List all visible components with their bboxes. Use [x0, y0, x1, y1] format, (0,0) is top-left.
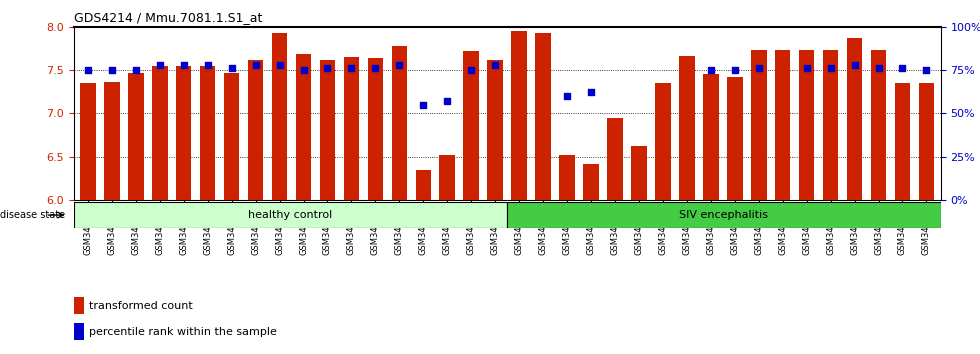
Bar: [128, 73, 144, 200]
Bar: [248, 59, 264, 200]
Point: [560, 93, 575, 99]
Bar: [368, 58, 383, 200]
Point: [799, 65, 814, 71]
Bar: [176, 65, 191, 200]
Point: [223, 65, 239, 71]
Bar: [655, 83, 670, 200]
Bar: [918, 83, 934, 200]
Point: [368, 65, 383, 71]
Bar: [823, 50, 838, 200]
Bar: [895, 83, 910, 200]
Point: [104, 67, 120, 73]
Bar: [703, 74, 718, 200]
Bar: [439, 155, 455, 200]
Point: [271, 62, 287, 68]
Bar: [487, 59, 503, 200]
Bar: [296, 54, 312, 200]
Point: [152, 62, 168, 68]
Bar: [583, 164, 599, 200]
Point: [823, 65, 839, 71]
Point: [583, 90, 599, 95]
Bar: [608, 118, 622, 200]
Bar: [727, 77, 743, 200]
Bar: [344, 57, 360, 200]
Point: [319, 65, 335, 71]
Point: [870, 65, 886, 71]
Point: [895, 65, 910, 71]
Text: GDS4214 / Mmu.7081.1.S1_at: GDS4214 / Mmu.7081.1.S1_at: [74, 11, 262, 24]
Point: [175, 62, 191, 68]
Point: [847, 62, 862, 68]
Bar: [870, 50, 886, 200]
Point: [487, 62, 503, 68]
Bar: [679, 56, 695, 200]
Bar: [512, 31, 527, 200]
Bar: [319, 59, 335, 200]
Bar: [631, 146, 647, 200]
Text: transformed count: transformed count: [89, 301, 193, 310]
Bar: [464, 51, 479, 200]
Bar: [535, 34, 551, 200]
Bar: [74, 324, 84, 340]
Bar: [152, 65, 168, 200]
Bar: [392, 46, 407, 200]
Text: SIV encephalitis: SIV encephalitis: [679, 210, 768, 220]
Bar: [74, 202, 508, 228]
Bar: [416, 170, 431, 200]
Bar: [200, 67, 216, 200]
Point: [200, 62, 216, 68]
Bar: [799, 50, 814, 200]
Point: [918, 67, 934, 73]
Bar: [223, 73, 239, 200]
Text: percentile rank within the sample: percentile rank within the sample: [89, 327, 277, 337]
Point: [439, 98, 455, 104]
Bar: [74, 297, 84, 314]
Bar: [104, 82, 120, 200]
Point: [296, 67, 312, 73]
Point: [416, 102, 431, 108]
Point: [727, 67, 743, 73]
Text: disease state: disease state: [0, 210, 65, 220]
Text: healthy control: healthy control: [248, 210, 332, 220]
Point: [80, 67, 96, 73]
Point: [703, 67, 718, 73]
Point: [344, 65, 360, 71]
Point: [391, 62, 407, 68]
Bar: [80, 83, 96, 200]
Bar: [775, 50, 791, 200]
Bar: [271, 34, 287, 200]
Point: [751, 65, 766, 71]
Point: [248, 62, 264, 68]
Bar: [508, 202, 941, 228]
Bar: [560, 155, 575, 200]
Point: [464, 67, 479, 73]
Bar: [847, 38, 862, 200]
Point: [128, 67, 144, 73]
Bar: [751, 50, 766, 200]
